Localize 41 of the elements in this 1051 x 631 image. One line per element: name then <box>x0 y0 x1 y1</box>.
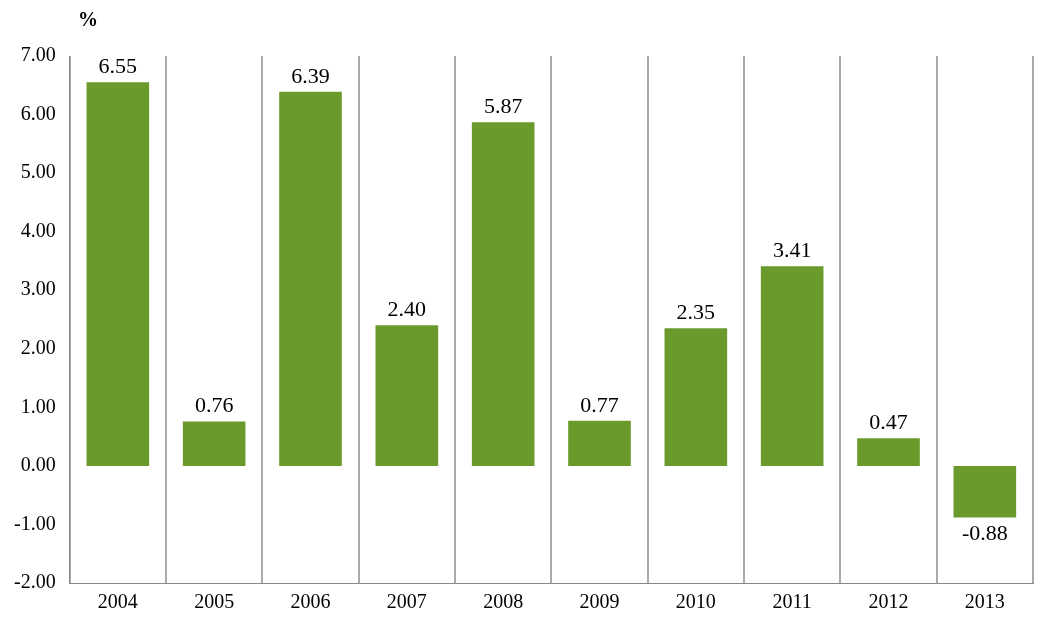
bar <box>375 325 439 466</box>
data-label: 6.55 <box>98 53 138 79</box>
bar <box>664 328 728 466</box>
bar <box>568 420 631 466</box>
bar <box>279 91 342 466</box>
y-tick-label: 7.00 <box>20 43 56 66</box>
data-label: 6.39 <box>291 62 330 88</box>
y-tick-label: 6.00 <box>20 101 56 124</box>
y-tick-label: 4.00 <box>20 218 56 241</box>
x-tick-label: 2012 <box>868 590 909 613</box>
y-tick-label: 5.00 <box>20 160 56 183</box>
y-tick-label: -1.00 <box>13 511 56 534</box>
y-tick-label: 3.00 <box>20 277 56 300</box>
bar <box>182 421 246 466</box>
y-tick-label: 1.00 <box>20 394 56 417</box>
data-label: -0.88 <box>961 520 1008 546</box>
data-label: 0.76 <box>194 392 234 418</box>
x-tick-label: 2013 <box>964 590 1005 613</box>
data-label: 0.47 <box>869 409 908 435</box>
bar <box>953 465 1017 518</box>
x-tick-label: 2010 <box>675 590 716 613</box>
bar <box>760 266 824 466</box>
data-label: 2.35 <box>676 299 716 325</box>
x-tick-label: 2005 <box>194 590 235 613</box>
x-tick-label: 2006 <box>290 590 331 613</box>
data-label: 0.77 <box>580 391 619 417</box>
data-label: 2.40 <box>387 296 427 322</box>
y-tick-label: 2.00 <box>20 336 56 359</box>
data-label: 5.87 <box>483 92 523 118</box>
bar <box>86 82 150 466</box>
y-axis-title: % <box>78 8 99 32</box>
bar <box>471 122 535 466</box>
x-tick-label: 2009 <box>579 590 620 613</box>
x-tick-label: 2004 <box>97 590 138 613</box>
bar <box>857 438 920 466</box>
y-tick-label: -2.00 <box>13 570 56 593</box>
x-tick-label: 2008 <box>483 590 524 613</box>
data-label: 3.41 <box>772 237 812 262</box>
y-tick-label: 0.00 <box>20 453 56 476</box>
x-tick-label: 2011 <box>772 590 812 613</box>
x-tick-label: 2007 <box>386 590 427 613</box>
